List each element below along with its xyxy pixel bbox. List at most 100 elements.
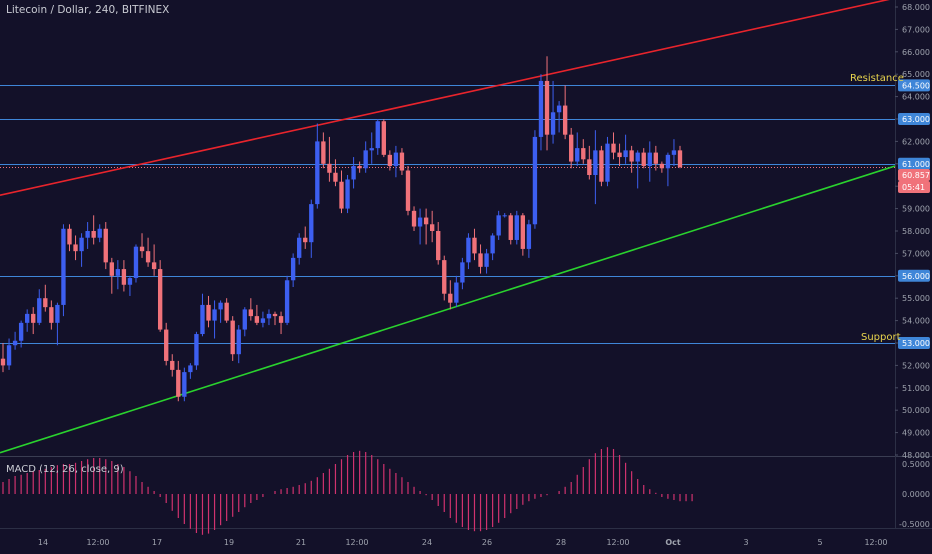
level-tag-bg [898, 113, 930, 125]
y-tick-label: 66.000 [902, 48, 930, 57]
candle [49, 300, 54, 330]
candle-body [357, 166, 362, 169]
candle-body [67, 228, 72, 245]
last-price-tag: 60.857 [898, 169, 930, 182]
candle [31, 307, 36, 335]
candle-body [478, 253, 483, 267]
candle-body [472, 237, 477, 254]
candle [550, 80, 556, 144]
candle [496, 210, 501, 240]
x-tick-label: 19 [224, 538, 234, 547]
candle-body [599, 150, 604, 182]
x-tick-label: 24 [422, 538, 432, 547]
candle [653, 145, 658, 171]
candle [176, 360, 181, 402]
candle-body [297, 237, 302, 258]
candle-body [115, 269, 121, 276]
candle [194, 331, 199, 370]
candle [454, 275, 459, 308]
macd-tick-label: 0.0000 [902, 490, 930, 499]
candle [230, 316, 235, 361]
candle-body [151, 262, 157, 270]
candle [369, 132, 374, 164]
level-tag-bg [898, 79, 930, 92]
macd-histogram [2, 447, 693, 535]
trendlines [0, 0, 896, 454]
x-tick-label: 12:00 [345, 538, 368, 547]
candle [532, 130, 538, 229]
level-tag-text: 56.000 [902, 272, 930, 281]
candle-body [73, 244, 78, 252]
candle [411, 206, 417, 231]
candle [562, 85, 568, 140]
macd-title: MACD (12, 26, close, 9) [6, 464, 124, 475]
candle-body [0, 358, 6, 366]
candle [103, 222, 108, 270]
candle [333, 159, 338, 187]
candle-body [327, 163, 332, 173]
candle-body [544, 80, 550, 135]
candle [151, 244, 157, 276]
x-tick-label: 26 [482, 538, 492, 547]
candle-body [466, 237, 471, 263]
candle [284, 275, 290, 326]
candle [429, 210, 435, 243]
candle-body [393, 152, 399, 167]
candle [635, 150, 640, 189]
candle [212, 300, 217, 339]
candle [200, 293, 205, 337]
level-tag: 61.000 [898, 157, 930, 170]
candle-body [37, 298, 42, 323]
candle-body [550, 112, 556, 135]
candle-body [677, 150, 683, 168]
candle-body [605, 143, 610, 182]
level-tag-text: 64.500 [902, 81, 930, 90]
x-tick-label: 12:00 [606, 538, 629, 547]
candle-body [248, 309, 254, 317]
candle [248, 298, 254, 321]
candle [55, 302, 60, 346]
y-tick-label: 57.000 [902, 249, 930, 258]
candle [399, 148, 405, 175]
candle [37, 289, 42, 326]
candle-body [284, 280, 290, 323]
candle-body [423, 217, 429, 225]
x-tick-label: 28 [556, 538, 566, 547]
candle-body [97, 228, 102, 238]
candle-body [345, 179, 350, 209]
candle [436, 222, 441, 265]
candle [659, 161, 665, 173]
candle [321, 132, 326, 169]
candle [315, 123, 320, 209]
candle [375, 119, 380, 155]
candle-body [647, 152, 652, 167]
candle-body [569, 134, 574, 162]
y-tick-label: 49.000 [902, 429, 930, 438]
candle-body [575, 148, 580, 162]
candle [188, 363, 193, 379]
candle-body [242, 309, 247, 330]
candle [182, 367, 187, 402]
candle-body [139, 246, 145, 252]
candle [97, 224, 102, 243]
candle-body [278, 316, 284, 323]
candle-body [224, 302, 229, 321]
level-tag-text: 63.000 [902, 115, 930, 124]
candle [327, 136, 332, 182]
candle [121, 260, 127, 292]
candle-body [460, 262, 465, 283]
candle [381, 119, 386, 158]
candle-body [303, 237, 308, 243]
candle-body [43, 298, 48, 308]
candle [254, 304, 260, 326]
x-tick-label: 3 [743, 538, 748, 547]
y-tick-label: 64.000 [902, 93, 930, 102]
chart-title: Litecoin / Dollar, 240, BITFINEX [6, 4, 170, 16]
candle-body [502, 215, 507, 217]
candle-body [617, 152, 622, 158]
candle-body [18, 322, 24, 341]
y-tick-label: 54.000 [902, 317, 930, 326]
